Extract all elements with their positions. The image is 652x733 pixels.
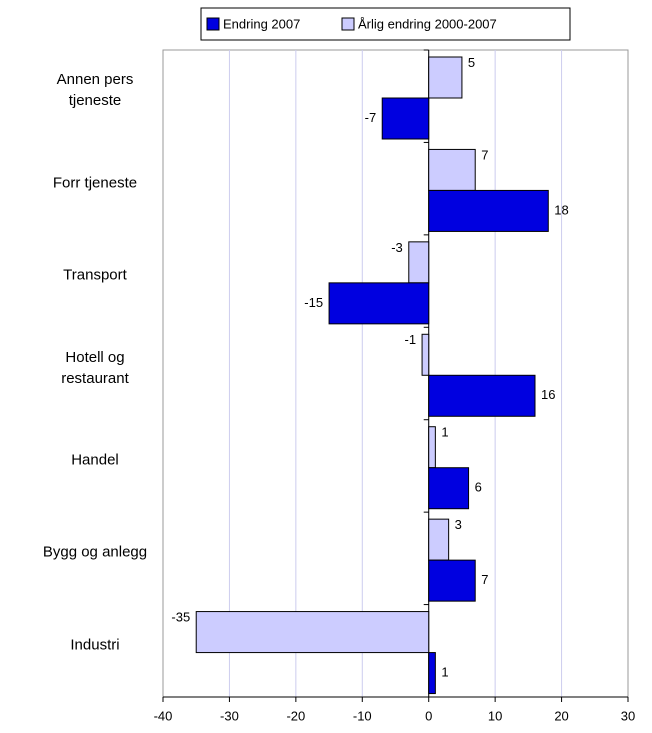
bar (381, 97, 430, 140)
bar (428, 426, 436, 469)
plot-area (162, 49, 629, 698)
bar (408, 241, 430, 284)
data-label: 7 (481, 572, 488, 587)
bar (428, 148, 476, 191)
category-label: Industri (70, 636, 120, 654)
data-label: 3 (455, 517, 462, 532)
bar (428, 559, 476, 602)
data-label: 1 (441, 665, 448, 680)
category-label: Annen pers tjeneste (56, 71, 134, 110)
data-label: -15 (304, 295, 323, 310)
x-tick-label: -30 (220, 708, 239, 723)
legend-swatch (206, 17, 220, 31)
data-label: -7 (365, 110, 377, 125)
x-tick-label: -10 (353, 708, 372, 723)
data-label: 18 (554, 202, 568, 217)
bar (428, 374, 536, 417)
legend (200, 7, 571, 41)
data-label: 5 (468, 55, 475, 70)
x-tick-label: 30 (621, 708, 635, 723)
legend-label: Endring 2007 (223, 16, 300, 31)
bar (195, 611, 430, 654)
data-label: 7 (481, 147, 488, 162)
data-label: -3 (391, 240, 403, 255)
bar (421, 333, 430, 376)
data-label: -35 (171, 610, 190, 625)
x-tick-label: 10 (488, 708, 502, 723)
data-label: 16 (541, 387, 555, 402)
category-label: Handel (71, 451, 119, 469)
x-tick-label: -40 (154, 708, 173, 723)
bar (328, 282, 430, 325)
data-label: -1 (405, 332, 417, 347)
legend-swatch (341, 17, 355, 31)
category-label: Forr tjeneste (52, 174, 138, 192)
category-label: Transport (63, 266, 127, 284)
x-tick-label: -20 (286, 708, 305, 723)
category-label: Hotell og restaurant (61, 348, 129, 387)
bar (428, 189, 549, 232)
legend-label: Årlig endring 2000-2007 (358, 16, 497, 31)
bar (428, 467, 470, 510)
category-label: Bygg og anlegg (42, 543, 148, 561)
x-tick-label: 0 (425, 708, 432, 723)
data-label: 1 (441, 425, 448, 440)
bar (428, 56, 463, 99)
bar (428, 518, 450, 561)
data-label: 6 (475, 480, 482, 495)
bar (428, 652, 436, 695)
x-tick-label: 20 (554, 708, 568, 723)
